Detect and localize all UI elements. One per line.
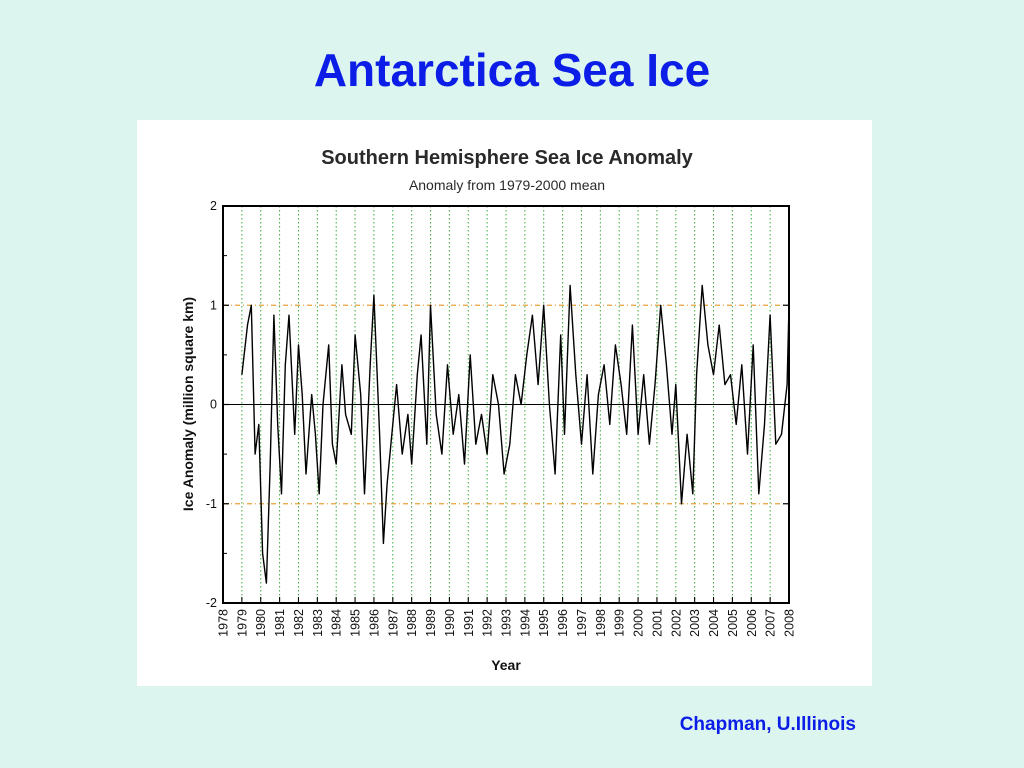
x-tick-label: 2008 (783, 609, 797, 637)
x-tick-label: 1995 (537, 609, 551, 637)
x-tick-label: 1990 (443, 609, 457, 637)
x-tick-label: 1996 (556, 609, 570, 637)
x-tick-label: 2000 (632, 609, 646, 637)
x-tick-label: 1981 (273, 609, 287, 637)
chart-panel: Southern Hemisphere Sea Ice Anomaly Anom… (137, 120, 872, 686)
x-tick-label: 1991 (462, 609, 476, 637)
x-tick-label: 1983 (311, 609, 325, 637)
chart-title: Southern Hemisphere Sea Ice Anomaly (321, 147, 693, 169)
sea-ice-anomaly-chart: Southern Hemisphere Sea Ice Anomaly Anom… (180, 147, 797, 673)
y-tick-label: 1 (210, 298, 217, 312)
x-tick-label: 1993 (500, 609, 514, 637)
x-tick-label: 1987 (386, 609, 400, 637)
x-tick-label: 2006 (745, 609, 759, 637)
x-tick-label: 1989 (424, 609, 438, 637)
y-tick-label: 0 (210, 398, 217, 412)
y-tick-label: 2 (210, 199, 217, 213)
x-tick-label: 1985 (349, 609, 363, 637)
x-tick-label: 1988 (405, 609, 419, 637)
x-tick-label: 1997 (575, 609, 589, 637)
x-tick-label: 1980 (254, 609, 268, 637)
x-tick-label: 1994 (518, 609, 532, 637)
x-tick-label: 2005 (726, 609, 740, 637)
source-credit: Chapman, U.Illinois (679, 714, 856, 735)
x-tick-label: 2007 (764, 609, 778, 637)
anomaly-series-line (241, 284, 790, 584)
chart-subtitle: Anomaly from 1979-2000 mean (409, 177, 605, 193)
y-axis-label: Ice Anomaly (million square km) (180, 297, 196, 511)
x-tick-label: 2004 (707, 609, 721, 637)
x-tick-label: 1978 (217, 609, 231, 637)
y-tick-label: -1 (206, 497, 217, 511)
x-tick-label: 1992 (481, 609, 495, 637)
slide-title: Antarctica Sea Ice (313, 44, 711, 96)
x-tick-label: 1999 (613, 609, 627, 637)
x-tick-label: 2003 (688, 609, 702, 637)
x-axis-label: Year (491, 657, 521, 673)
x-tick-label: 2001 (650, 609, 664, 637)
x-tick-label: 1986 (367, 609, 381, 637)
x-tick-label: 1984 (330, 609, 344, 637)
x-tick-label: 1979 (235, 609, 249, 637)
x-tick-label: 1998 (594, 609, 608, 637)
x-tick-label: 2002 (669, 609, 683, 637)
y-tick-label: -2 (206, 596, 217, 610)
x-tick-label: 1982 (292, 609, 306, 637)
